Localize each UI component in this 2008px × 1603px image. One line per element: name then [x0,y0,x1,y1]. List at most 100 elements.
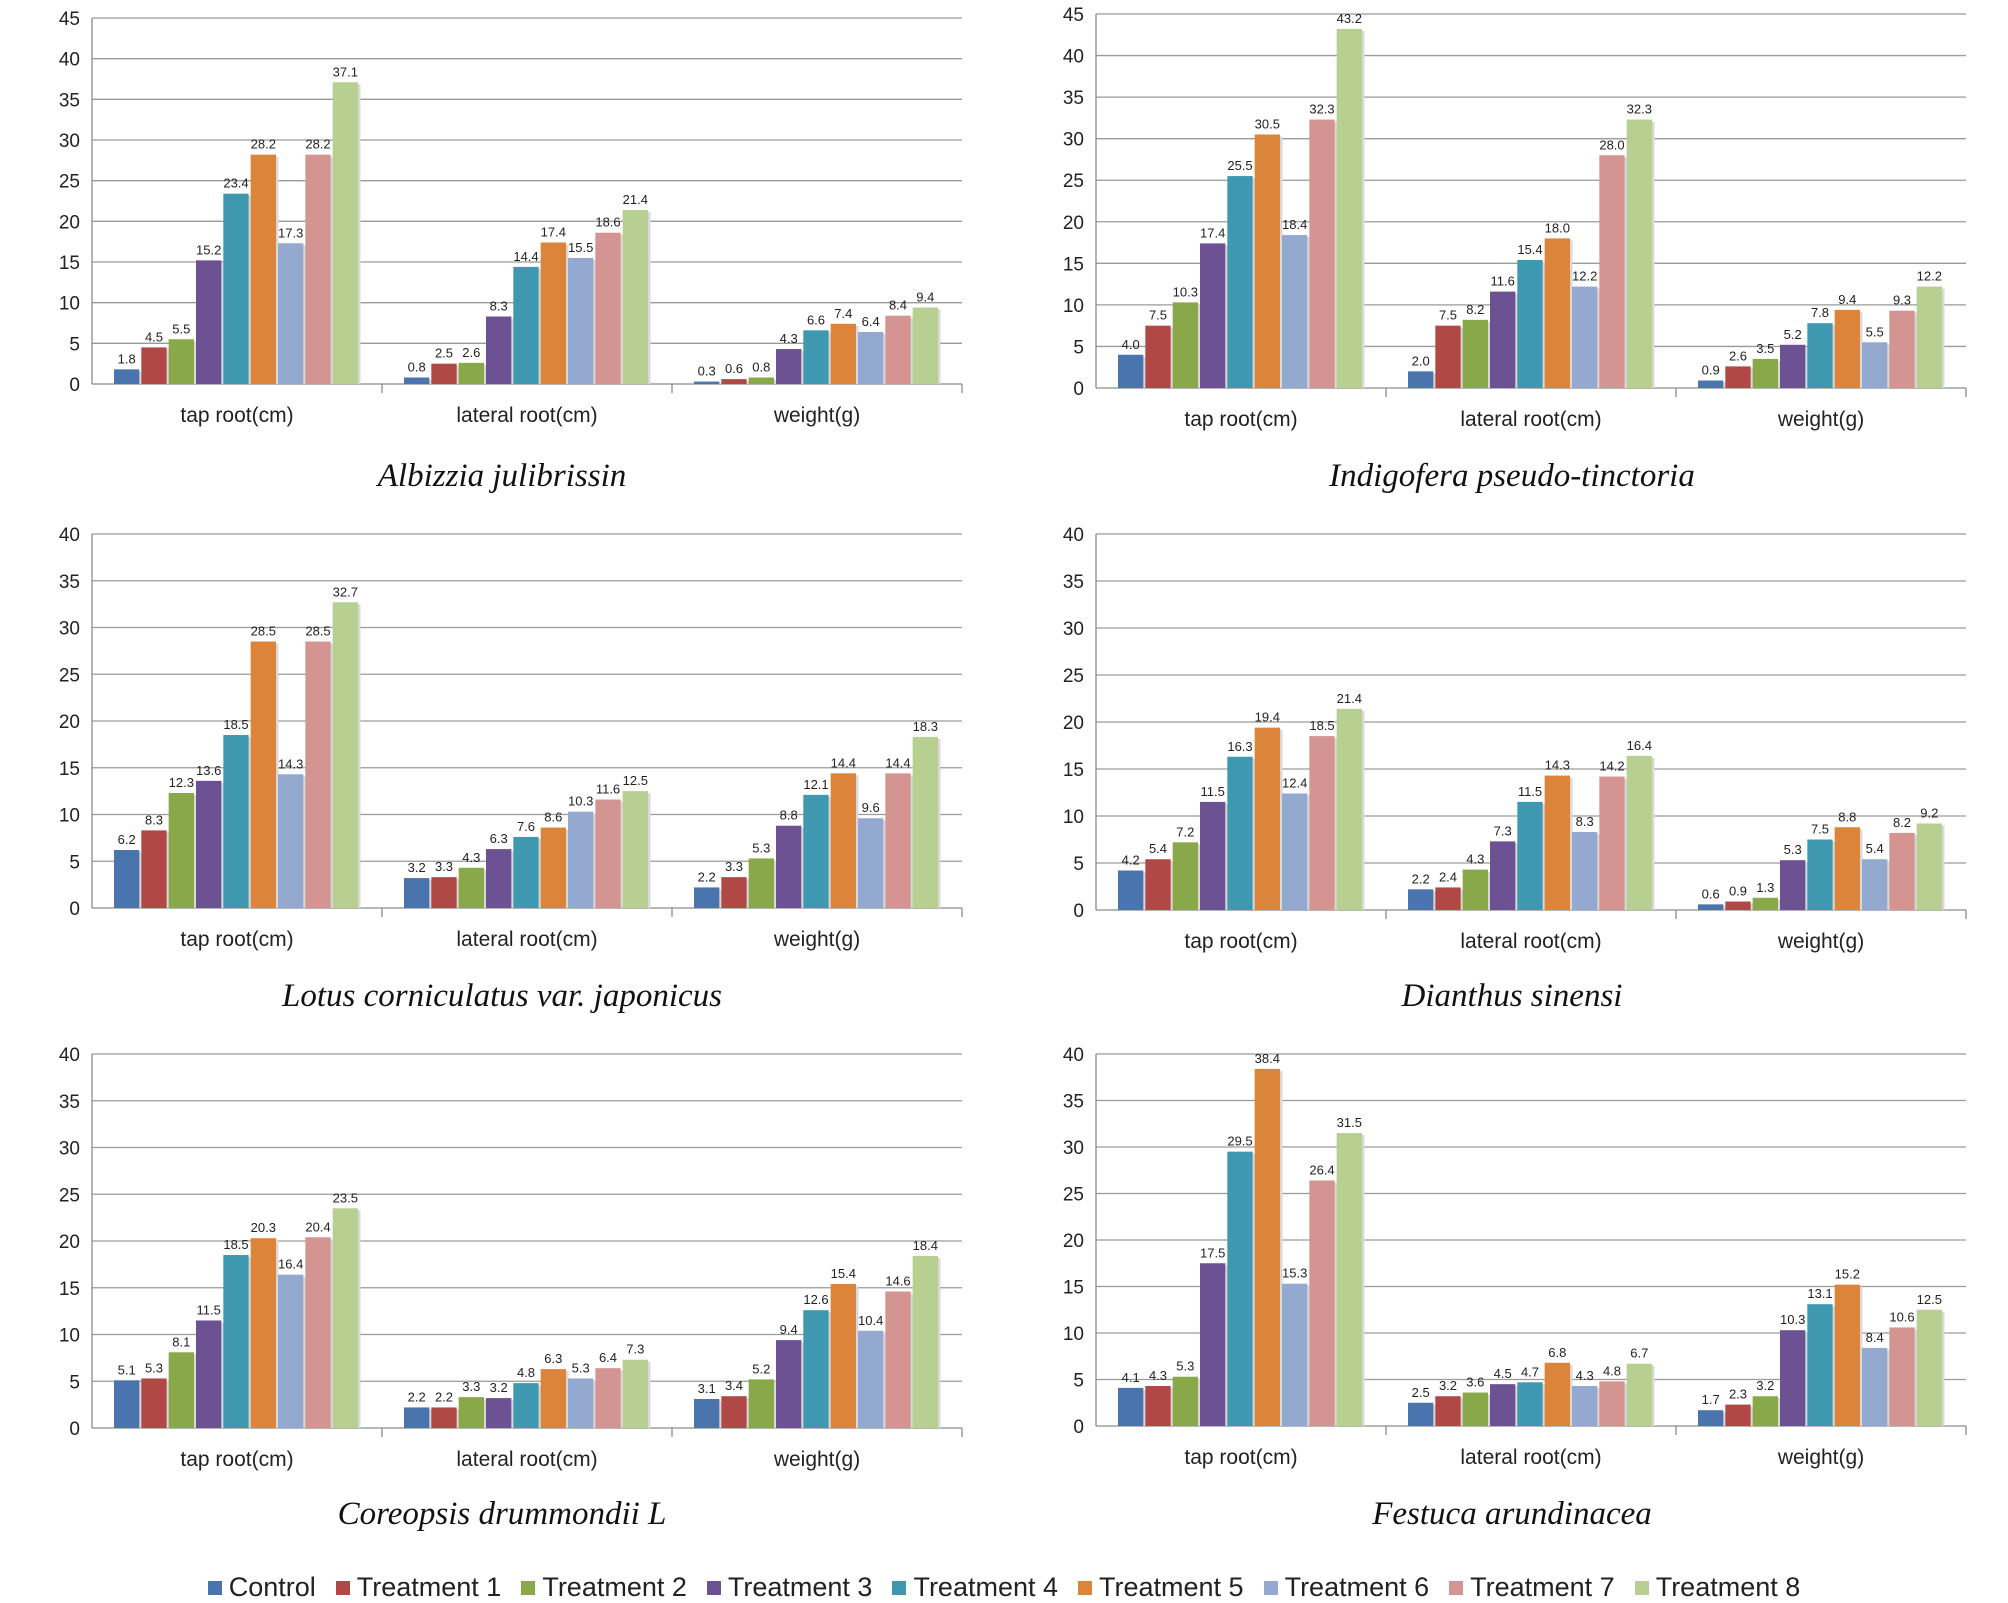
bar-value-label: 17.4 [1200,225,1225,240]
bar-value-label: 4.3 [1149,1368,1167,1383]
legend-item-treatment-6: Treatment 6 [1264,1572,1430,1603]
bar [1780,860,1805,910]
legend-swatch [1635,1581,1649,1595]
y-tick-label: 45 [59,9,80,30]
bar-value-label: 8.2 [1893,815,1911,830]
bar-value-label: 18.4 [1282,217,1307,232]
bar [513,1383,538,1428]
bar-value-label: 18.5 [223,717,248,732]
x-category-label: lateral root(cm) [456,404,597,427]
bar [1463,320,1488,388]
bar-value-label: 5.4 [1866,841,1884,856]
bar [749,377,774,384]
y-tick-label: 0 [69,1419,80,1440]
bar [1145,1386,1170,1426]
bar [913,737,938,908]
y-tick-label: 10 [1063,296,1084,317]
bar-value-label: 7.3 [1494,823,1512,838]
bar [858,332,883,384]
bar-value-label: 14.3 [278,756,303,771]
bar-value-label: 2.3 [1729,1387,1747,1402]
bar [196,260,221,384]
bar [1435,1396,1460,1426]
bar-value-label: 2.4 [1439,869,1457,884]
bar-value-label: 12.3 [169,775,194,790]
bar [541,828,566,908]
bar [1917,824,1942,910]
y-tick-label: 15 [1063,760,1084,781]
bar [1889,311,1914,388]
bar-value-label: 18.3 [913,719,938,734]
bar-value-label: 3.3 [725,859,743,874]
bar [251,155,276,384]
bar-value-label: 3.2 [1756,1378,1774,1393]
bar [568,812,593,908]
bar [1572,1386,1597,1426]
y-tick-label: 25 [59,1185,80,1206]
bar [1698,381,1723,388]
bar-value-label: 8.6 [544,810,562,825]
bar [223,735,248,908]
y-tick-label: 25 [1063,666,1084,687]
bar [169,1352,194,1428]
bar [1780,1330,1805,1426]
bar [404,1407,429,1428]
bar [541,242,566,384]
bar [223,194,248,384]
y-tick-label: 35 [59,90,80,111]
bar [196,781,221,908]
legend-swatch [1264,1581,1278,1595]
bar-value-label: 4.5 [145,329,163,344]
y-tick-label: 25 [1063,1185,1084,1206]
bar-value-label: 0.6 [725,361,743,376]
y-tick-label: 15 [59,253,80,274]
bar [1435,887,1460,910]
bar [694,1399,719,1428]
bar-value-label: 28.2 [251,137,276,152]
y-tick-label: 10 [1063,807,1084,828]
bar-value-label: 0.8 [408,359,426,374]
y-tick-label: 30 [59,131,80,152]
bar-value-label: 4.3 [780,331,798,346]
y-tick-label: 10 [59,1326,80,1347]
bar-value-label: 12.2 [1917,269,1942,284]
bar [1118,871,1143,910]
bar-value-label: 10.3 [568,794,593,809]
bar [831,1284,856,1428]
caption-indigofera: Indigofera pseudo-tinctoria [1062,458,1962,495]
bar [1227,176,1252,388]
bar-value-label: 3.6 [1466,1375,1484,1390]
bar-value-label: 28.5 [251,624,276,639]
bar-value-label: 23.5 [333,1190,358,1205]
bar-value-label: 3.3 [435,859,453,874]
y-tick-label: 0 [69,375,80,396]
bar [1835,1285,1860,1426]
bar-value-label: 3.3 [462,1379,480,1394]
x-category-label: weight(g) [1777,1446,1864,1469]
bar-value-label: 7.5 [1149,308,1167,323]
x-category-label: tap root(cm) [180,928,293,951]
bar-value-label: 5.3 [752,840,770,855]
y-tick-label: 45 [1063,5,1084,26]
bar [1599,777,1624,910]
bar [1572,832,1597,910]
bar-value-label: 0.9 [1702,363,1720,378]
bar [831,324,856,384]
bar [885,1291,910,1428]
bar-value-label: 4.1 [1122,1370,1140,1385]
bar-value-label: 15.2 [196,242,221,257]
bar-value-label: 9.6 [862,800,880,815]
bar-value-label: 2.2 [408,1389,426,1404]
bar-value-label: 5.5 [172,321,190,336]
bar-value-label: 8.3 [1576,814,1594,829]
bar [595,1368,620,1428]
bar-value-label: 8.2 [1466,302,1484,317]
bar [1118,1388,1143,1426]
caption-dianthus: Dianthus sinensi [1062,978,1962,1015]
bar [486,849,511,908]
bar-value-label: 8.8 [1838,809,1856,824]
bar [1282,235,1307,388]
bar [1725,902,1750,910]
bar [114,369,139,384]
bar [1337,1133,1362,1426]
